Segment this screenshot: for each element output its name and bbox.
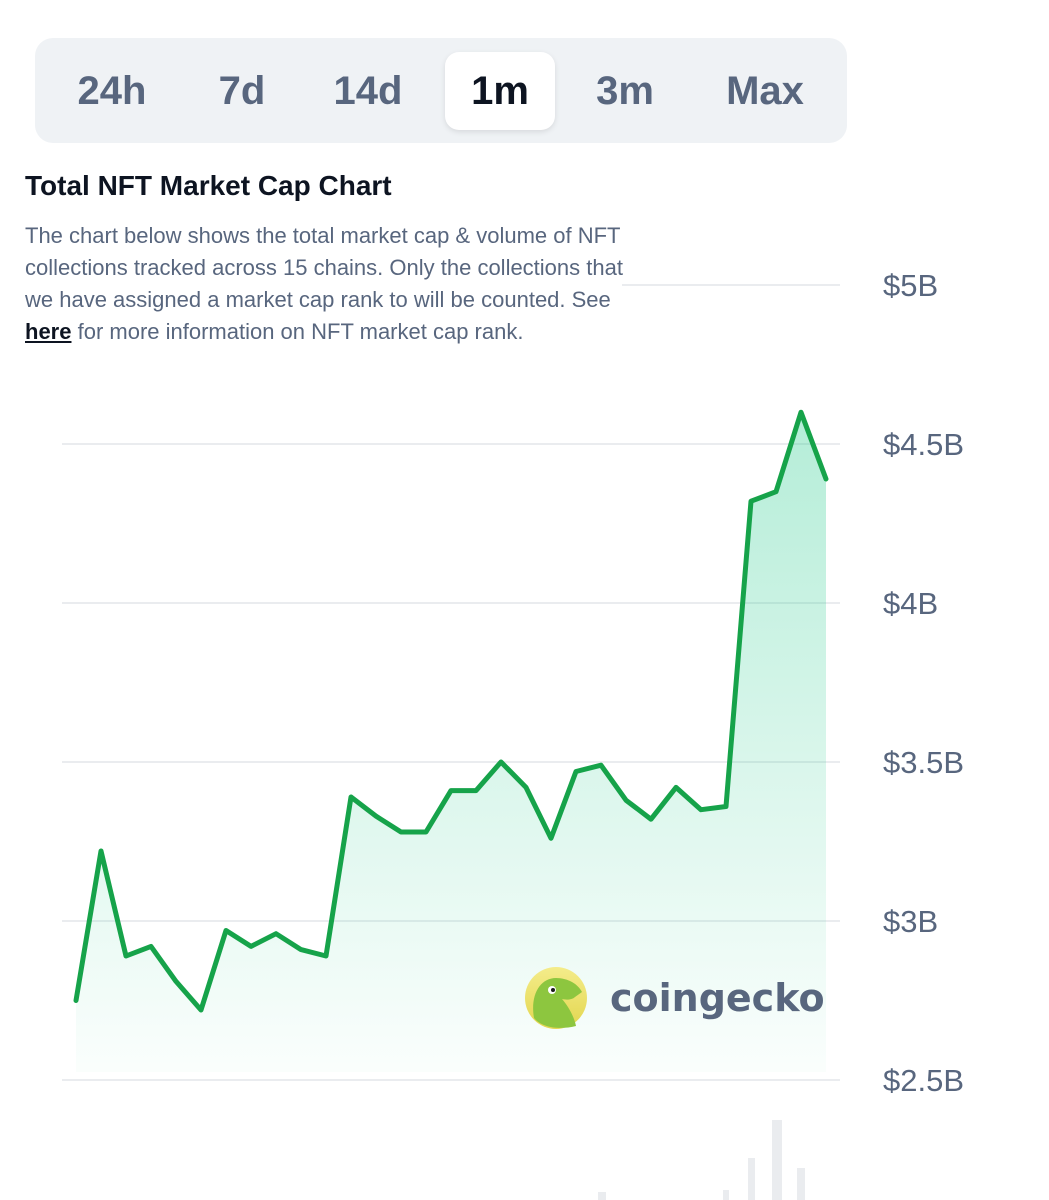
y-tick-label: $3.5B bbox=[883, 745, 964, 780]
y-tick-label: $5B bbox=[883, 268, 938, 303]
description-text-end: for more information on NFT market cap r… bbox=[71, 319, 524, 344]
tab-14d[interactable]: 14d bbox=[333, 68, 403, 113]
more-info-link[interactable]: here bbox=[25, 319, 72, 344]
y-tick-label: $2.5B bbox=[883, 1063, 964, 1098]
chart-description: The chart below shows the total market c… bbox=[25, 220, 625, 348]
y-axis-ticks: $2.5B $3B $3.5B $4B $4.5B $5B bbox=[883, 268, 964, 1098]
tab-max[interactable]: Max bbox=[726, 68, 804, 113]
tab-3m[interactable]: 3m bbox=[596, 68, 654, 113]
description-text-start: The chart below shows the total market c… bbox=[25, 223, 623, 312]
y-tick-label: $3B bbox=[883, 904, 938, 939]
gecko-logo-icon bbox=[525, 967, 587, 1029]
watermark-text: coingecko bbox=[610, 976, 825, 1020]
tab-24h[interactable]: 24h bbox=[77, 68, 147, 113]
watermark: coingecko bbox=[525, 967, 825, 1029]
grid-lines bbox=[62, 284, 840, 1081]
y-tick-label: $4.5B bbox=[883, 427, 964, 462]
chart-title: Total NFT Market Cap Chart bbox=[25, 170, 392, 201]
tab-1m[interactable]: 1m bbox=[445, 52, 555, 130]
volume-bars bbox=[598, 1120, 805, 1200]
chart-area-fill bbox=[76, 412, 826, 1072]
tab-7d[interactable]: 7d bbox=[218, 68, 266, 113]
market-cap-line bbox=[73, 409, 829, 1013]
timeframe-tabs: 24h 7d 14d 1m 3m Max bbox=[35, 38, 847, 143]
y-tick-label: $4B bbox=[883, 586, 938, 621]
